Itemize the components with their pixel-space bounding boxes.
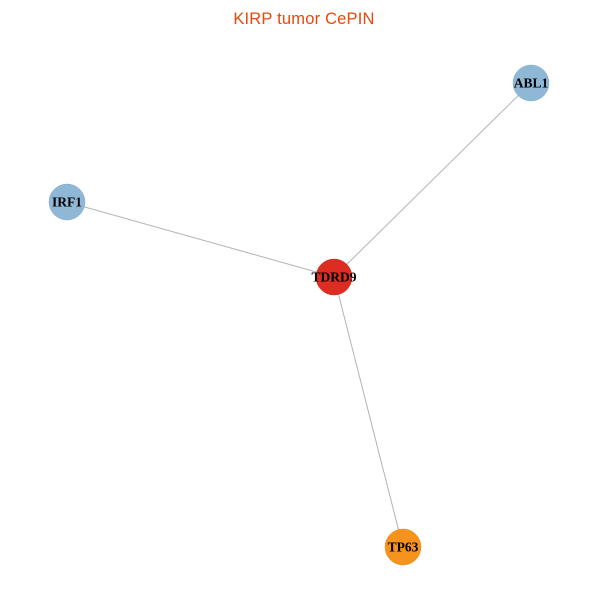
- svg-text:ABL1: ABL1: [514, 76, 549, 91]
- svg-text:TDRD9: TDRD9: [311, 270, 356, 285]
- svg-text:TP63: TP63: [388, 540, 419, 555]
- svg-text:IRF1: IRF1: [52, 195, 82, 210]
